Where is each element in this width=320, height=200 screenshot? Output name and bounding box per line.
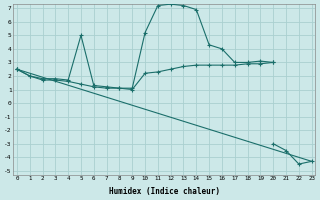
X-axis label: Humidex (Indice chaleur): Humidex (Indice chaleur) bbox=[109, 187, 220, 196]
